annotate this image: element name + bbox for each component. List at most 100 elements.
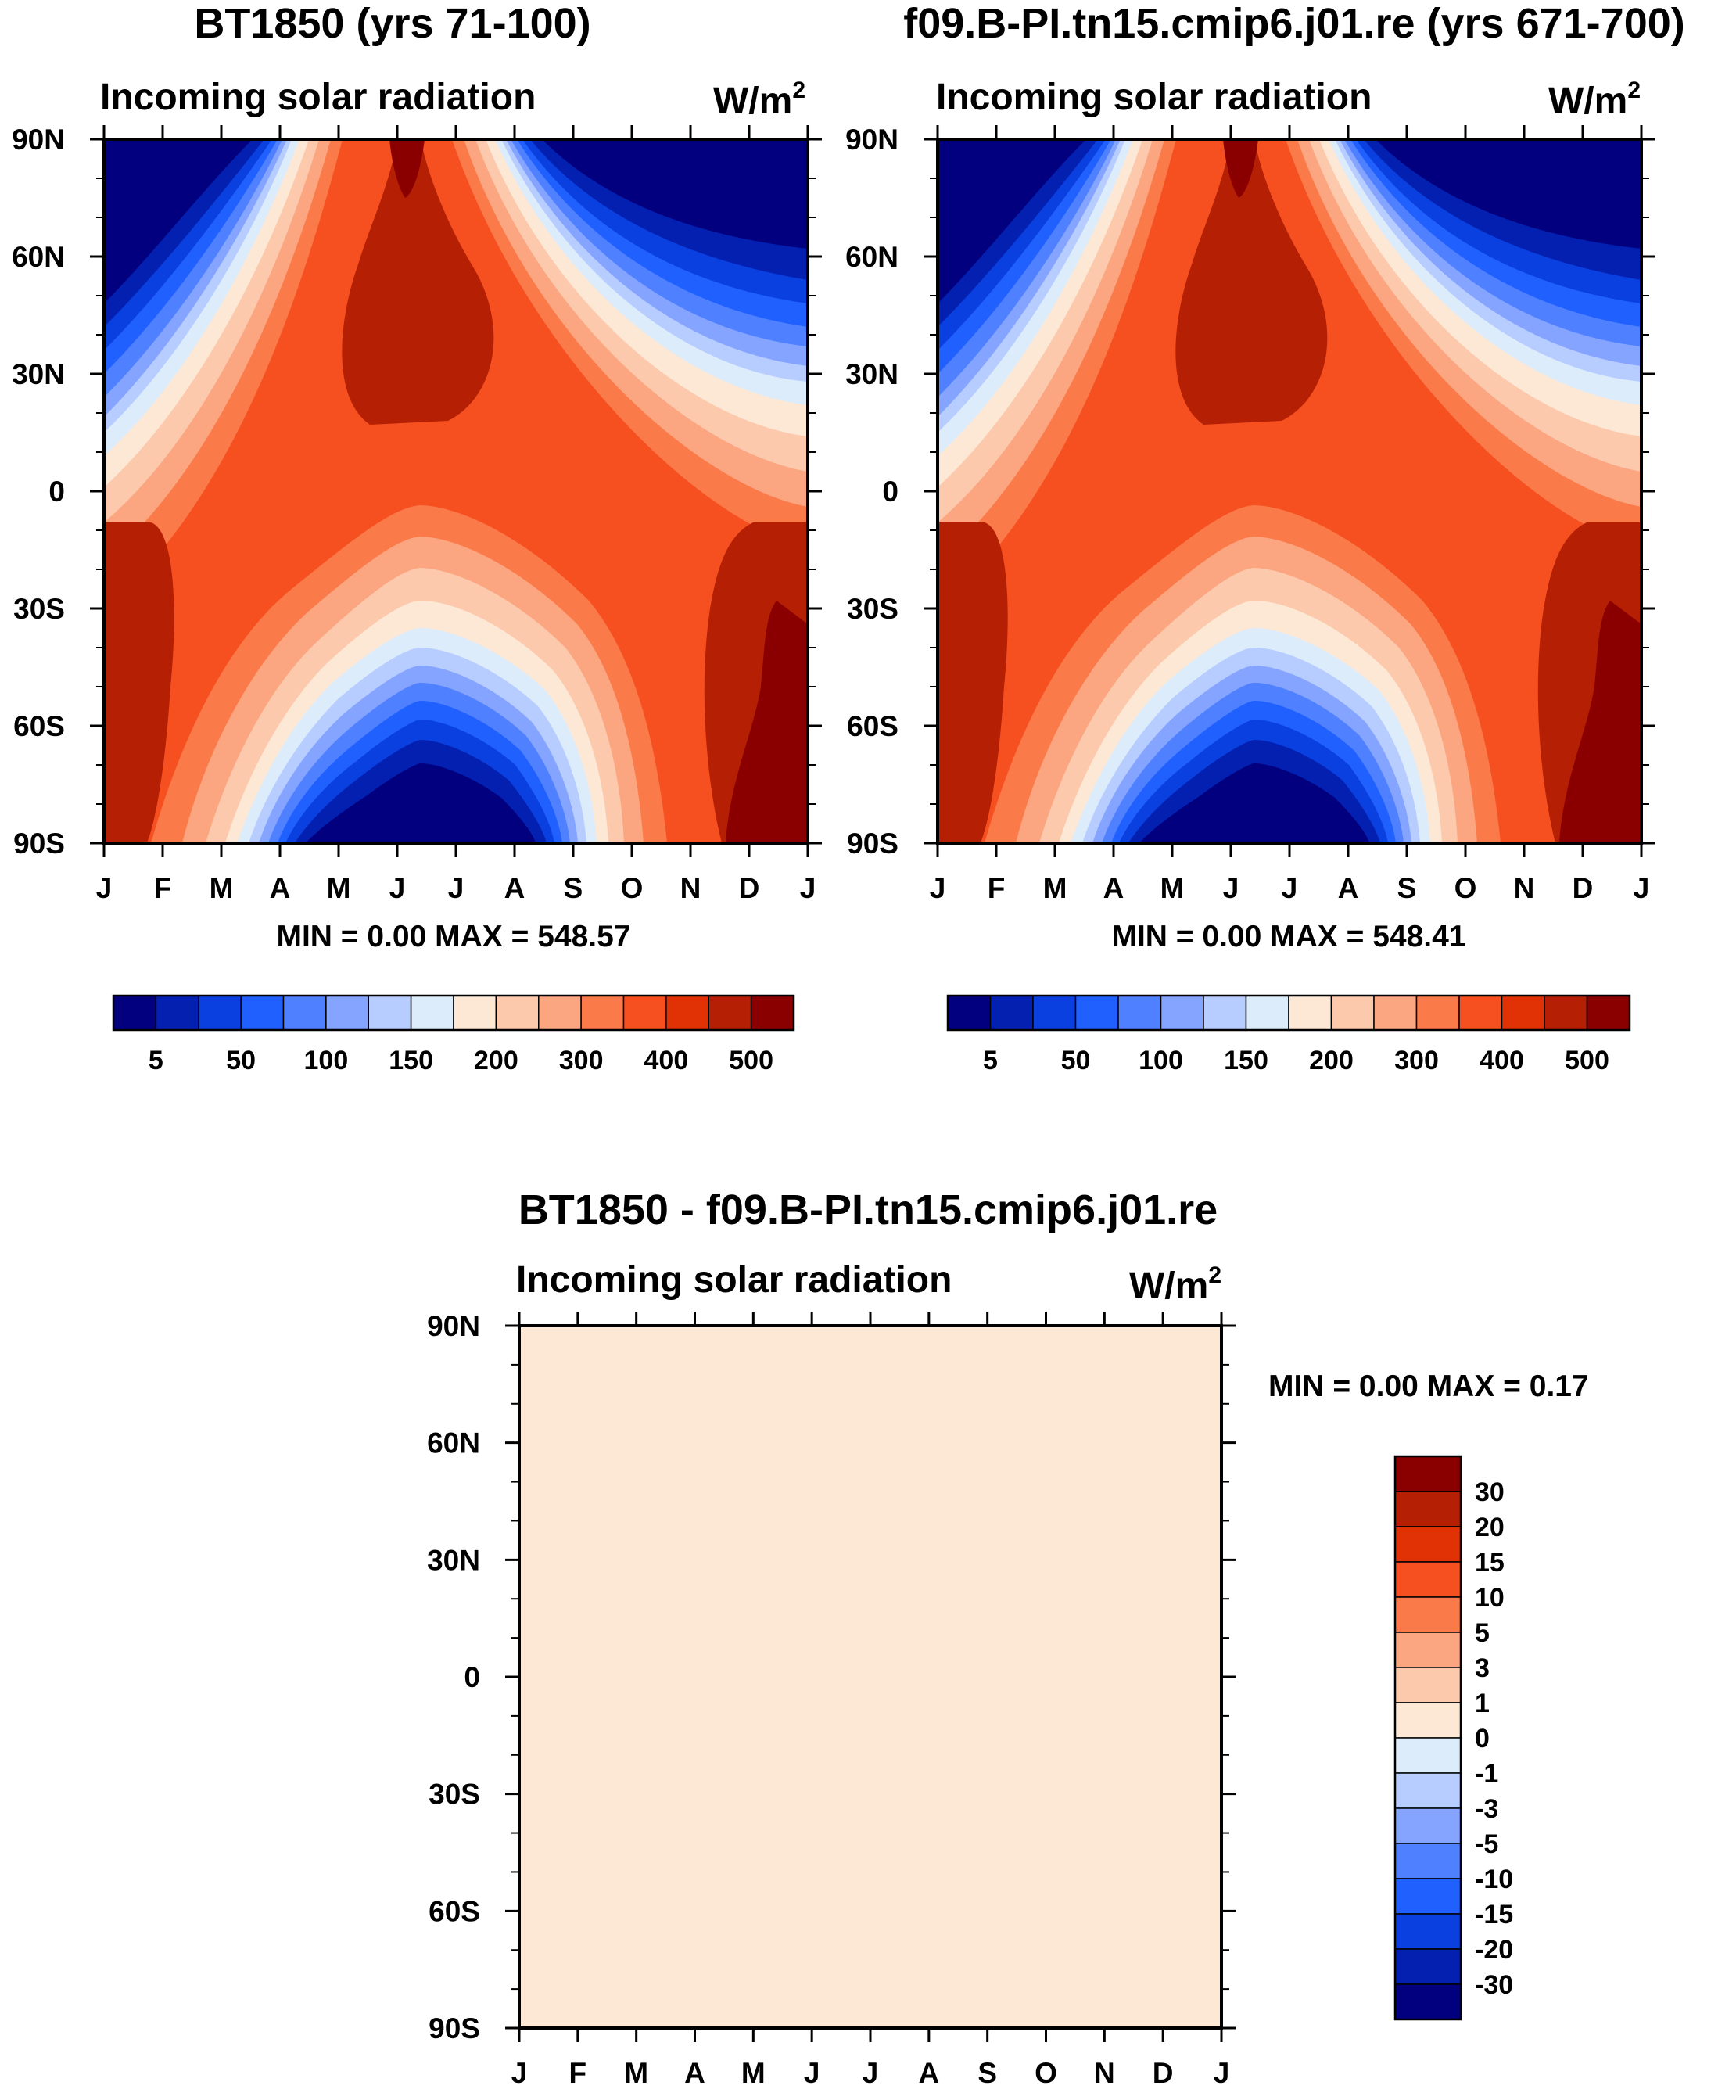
panel-2-colorbar-box xyxy=(1117,995,1162,1031)
panel-3-colorbar-box xyxy=(1394,1702,1462,1739)
panel-1-colorbar-box xyxy=(155,995,199,1031)
panel-3-colorbar-label: 15 xyxy=(1475,1548,1505,1578)
panel-1-colorbar: 5 50 100 150 200 300 400 500 xyxy=(112,994,795,1075)
panel-1-colorbar-box xyxy=(368,995,412,1031)
panel-2-axes: J F M A M J J A S O N D J 90N 60N 30N 0 30S 60S 90S xyxy=(845,124,1655,904)
panel-3-colorbar-box xyxy=(1394,1983,1462,2020)
panel-3-colorbar-box xyxy=(1394,1596,1462,1633)
panel-1-axes: J F M A M J J A S O N D J 90N 60N 30N 0 30S 60S 90S xyxy=(12,124,822,904)
panel-2-ytick-label: 60S xyxy=(847,710,898,742)
panel-1-ytick-label: 0 xyxy=(48,476,65,508)
panel-1-xtick-label: A xyxy=(270,872,291,904)
panel-2-colorbar-frame xyxy=(946,994,1631,1032)
panel-3-colorbar-box xyxy=(1394,1772,1462,1809)
panel-2-units: W/m2 xyxy=(1548,77,1641,122)
panel-2-colorbar-box xyxy=(1245,995,1289,1031)
panel-1-colorbar-box xyxy=(113,995,157,1031)
panel-1-colorbar-box xyxy=(198,995,242,1031)
panel-1-colorbar-box xyxy=(495,995,540,1031)
panel-1-colorbar-label: 500 xyxy=(729,1046,773,1075)
panel-3-axes: J F M A M J J A S O N D J 90N 60N 30N 0 30S 60S 90S xyxy=(427,1310,1236,2089)
panel-2-colorbar-box xyxy=(1586,995,1630,1031)
panel-1-xtick-label: J xyxy=(389,872,406,904)
panel-3-ytick-label: 0 xyxy=(464,1661,480,1693)
panel-1-colorbar-label: 300 xyxy=(559,1046,604,1075)
panel-1-colorbar-label: 200 xyxy=(474,1046,518,1075)
panel-2-colorbar-box xyxy=(1032,995,1077,1031)
panel-2-colorbar-box xyxy=(1330,995,1375,1031)
panel-3-xtick-label: M xyxy=(624,2057,648,2089)
panel-2-ytick-label: 90S xyxy=(847,827,898,860)
panel-2-subtitle: Incoming solar radiation xyxy=(936,77,1372,118)
panel-1-xtick-label: D xyxy=(739,872,760,904)
panel-3-xtick-label: F xyxy=(569,2057,587,2089)
panel-3-colorbar-label: 0 xyxy=(1475,1724,1490,1754)
panel-3-colorbar-label: 5 xyxy=(1475,1618,1490,1648)
panel-3-colorbar-label: -20 xyxy=(1475,1935,1513,1965)
panel-2-colorbar-box xyxy=(1501,995,1545,1031)
panel-3-minmax: MIN = 0.00 MAX = 0.17 xyxy=(1268,1369,1589,1403)
panel-1-xtick-label: J xyxy=(448,872,464,904)
panel-2-xtick-label: J xyxy=(1282,872,1298,904)
panel-3-colorbar-frame xyxy=(1393,1455,1462,2021)
panel-2-colorbar-label: 200 xyxy=(1309,1046,1354,1075)
panel-2-ytick-label: 60N xyxy=(845,241,898,273)
panel-3-colorbar-label: 1 xyxy=(1475,1689,1490,1718)
panel-2-xtick-label: S xyxy=(1397,872,1417,904)
panel-1-heatmap xyxy=(104,139,808,843)
panel-1-xtick-label: O xyxy=(621,872,644,904)
panel-2-title: f09.B-PI.tn15.cmip6.j01.re (yrs 671-700) xyxy=(903,0,1685,47)
panel-1-colorbar-box xyxy=(325,995,369,1031)
panel-3-colorbar-box xyxy=(1394,1878,1462,1915)
panel-3-colorbar-label: -15 xyxy=(1475,1900,1513,1929)
panel-2-colorbar-box xyxy=(1074,995,1119,1031)
panel-1-xtick-label: J xyxy=(96,872,113,904)
panel-3-colorbar-box xyxy=(1394,1913,1462,1950)
panel-3: BT1850 - f09.B-PI.tn15.cmip6.j01.re Inco… xyxy=(427,1186,1589,2089)
panel-3-ytick-label: 30N xyxy=(427,1544,480,1576)
panel-1-ytick-label: 90S xyxy=(13,827,65,860)
panel-1: BT1850 (yrs 71-100) Incoming solar radia… xyxy=(12,0,822,1075)
panel-3-xtick-label: A xyxy=(684,2057,705,2089)
panel-3-ytick-label: 60S xyxy=(429,1895,480,1927)
panel-3-xtick-label: O xyxy=(1035,2057,1057,2089)
panel-2-colorbar-box xyxy=(1415,995,1460,1031)
panel-2-xtick-label: J xyxy=(930,872,946,904)
panel-2-colorbar-box xyxy=(947,995,992,1031)
panel-3-colorbar-label: 10 xyxy=(1475,1583,1505,1613)
panel-3-colorbar-label: -5 xyxy=(1475,1829,1498,1859)
panel-3-colorbar-label: -10 xyxy=(1475,1865,1513,1894)
panel-2-xtick-label: O xyxy=(1454,872,1477,904)
panel-1-ytick-label: 30S xyxy=(13,593,65,625)
panel-3-xtick-label: D xyxy=(1153,2057,1174,2089)
panel-1-xtick-label: F xyxy=(154,872,172,904)
panel-1-colorbar-box xyxy=(665,995,709,1031)
panel-2-colorbar-label: 50 xyxy=(1061,1046,1091,1075)
panel-2-xtick-label: J xyxy=(1223,872,1239,904)
panel-1-colorbar-label: 100 xyxy=(304,1046,349,1075)
panel-2-colorbar-box xyxy=(1203,995,1247,1031)
panel-3-title: BT1850 - f09.B-PI.tn15.cmip6.j01.re xyxy=(518,1186,1218,1233)
panel-3-xtick-label: J xyxy=(863,2057,879,2089)
panel-1-units: W/m2 xyxy=(713,77,805,122)
panel-1-colorbar-label: 400 xyxy=(644,1046,689,1075)
panel-3-colorbar-box xyxy=(1394,1948,1462,1985)
panel-1-xtick-label: S xyxy=(564,872,583,904)
panel-3-ytick-label: 90N xyxy=(427,1310,480,1342)
panel-1-ytick-label: 90N xyxy=(12,124,65,156)
panel-1-colorbar-label: 5 xyxy=(149,1046,163,1075)
panel-2-ytick-label: 0 xyxy=(882,476,898,508)
panel-1-colorbar-box xyxy=(708,995,752,1031)
panel-1-colorbar-frame xyxy=(112,994,795,1032)
panel-3-colorbar-box xyxy=(1394,1526,1462,1563)
panel-1-colorbar-box xyxy=(580,995,625,1031)
panel-3-ytick-label: 60N xyxy=(427,1427,480,1459)
panel-2-colorbar-label: 100 xyxy=(1139,1046,1183,1075)
panel-3-xtick-label: N xyxy=(1094,2057,1115,2089)
panel-3-ytick-label: 30S xyxy=(429,1779,480,1811)
panel-1-colorbar-label: 150 xyxy=(389,1046,433,1075)
panel-3-colorbar-label: -1 xyxy=(1475,1759,1498,1789)
panel-3-xtick-label: J xyxy=(511,2057,528,2089)
panel-2-colorbar-label: 5 xyxy=(983,1046,998,1075)
panel-2-colorbar-box xyxy=(1288,995,1332,1031)
